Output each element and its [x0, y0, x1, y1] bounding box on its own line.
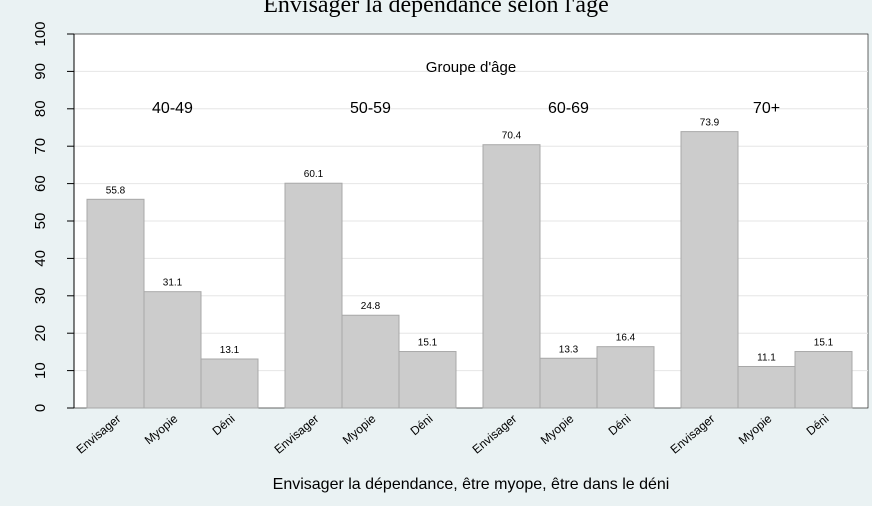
- data-label: 70.4: [502, 131, 522, 142]
- bar: [794, 351, 853, 409]
- group-labels: 40-49 50-59 60-69 70+: [152, 100, 780, 117]
- y-tick-label: 30: [32, 287, 49, 304]
- data-label: 11.1: [757, 352, 776, 363]
- bar: [398, 351, 457, 409]
- bar: [284, 182, 343, 409]
- data-label: 15.1: [418, 338, 438, 349]
- bars: [86, 131, 853, 409]
- y-tick-label: 0: [32, 404, 49, 412]
- group-label: 50-59: [350, 100, 391, 117]
- data-label: 15.1: [814, 338, 834, 349]
- y-tick-label: 90: [32, 63, 49, 80]
- bar: [737, 365, 796, 409]
- bar: [680, 131, 739, 409]
- bar: [482, 144, 541, 409]
- data-label: 60.1: [304, 169, 324, 180]
- data-label: 73.9: [700, 118, 720, 129]
- bar: [539, 357, 598, 409]
- data-labels: 55.8 31.1 13.1 60.1 24.8 15.1 70.4 13.3 16.4 73.9…: [106, 118, 834, 364]
- y-tick-label: 100: [32, 21, 49, 46]
- bar: [200, 358, 259, 409]
- y-tick-label: 60: [32, 175, 49, 192]
- data-label: 31.1: [163, 278, 183, 289]
- y-axis-ticks: 0 10 20 30 40 50 60 70 80 90 100: [32, 21, 74, 412]
- group-label: 40-49: [152, 100, 193, 117]
- y-tick-label: 10: [32, 362, 49, 379]
- y-tick-label: 20: [32, 325, 49, 342]
- y-tick-label: 50: [32, 213, 49, 230]
- group-label: 70+: [753, 100, 780, 117]
- bar: [143, 291, 202, 409]
- chart-title: Envisager la dépendance selon l'âge: [263, 0, 609, 18]
- data-label: 13.1: [220, 345, 240, 356]
- bar: [86, 198, 145, 409]
- y-tick-label: 70: [32, 138, 49, 155]
- y-tick-label: 40: [32, 250, 49, 267]
- data-label: 24.8: [361, 301, 381, 312]
- bar: [341, 314, 400, 409]
- y-tick-label: 80: [32, 100, 49, 117]
- groups-title: Groupe d'âge: [426, 59, 516, 76]
- data-label: 13.3: [559, 344, 579, 355]
- data-label: 16.4: [616, 333, 636, 344]
- group-label: 60-69: [548, 100, 589, 117]
- data-label: 55.8: [106, 185, 126, 196]
- bar: [596, 346, 655, 409]
- x-axis-title: Envisager la dépendance, être myope, êtr…: [273, 476, 670, 493]
